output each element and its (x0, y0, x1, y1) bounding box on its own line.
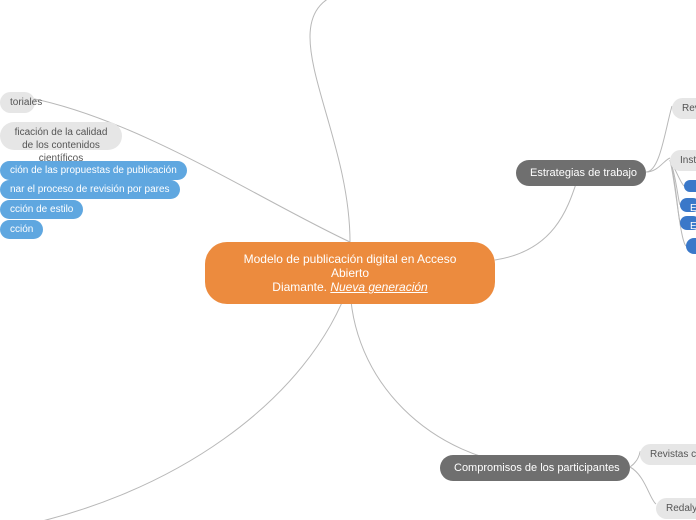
leaf-redalyc[interactable]: Redalyc (656, 498, 696, 519)
leaf-ccion[interactable]: cción (0, 220, 43, 239)
leaf-r3[interactable]: E (680, 216, 696, 230)
leaf-estilo[interactable]: cción de estilo (0, 200, 83, 219)
central-title-line2: Diamante. Nueva generación (225, 280, 475, 294)
leaf-calidad[interactable]: ficación de la calidad de los contenidos… (0, 122, 122, 150)
central-node[interactable]: Modelo de publicación digital en Acceso … (205, 242, 495, 304)
leaf-revista[interactable]: Revista (672, 98, 696, 119)
branch-compromisos[interactable]: Compromisos de los participantes (440, 455, 630, 481)
leaf-r2[interactable]: E (680, 198, 696, 212)
leaf-r1[interactable] (684, 180, 696, 192)
leaf-r4[interactable] (686, 238, 696, 254)
leaf-revcien[interactable]: Revistas científic (640, 444, 696, 465)
leaf-revision[interactable]: nar el proceso de revisión por pares (0, 180, 180, 199)
central-title-line1: Modelo de publicación digital en Acceso … (225, 252, 475, 280)
branch-estrategias[interactable]: Estrategias de trabajo (516, 160, 646, 186)
leaf-toriales[interactable]: toriales (0, 92, 35, 113)
leaf-propuestas[interactable]: ción de las propuestas de publicación (0, 161, 187, 180)
leaf-institu[interactable]: Institu (670, 150, 696, 171)
mindmap-canvas: Modelo de publicación digital en Acceso … (0, 0, 696, 520)
